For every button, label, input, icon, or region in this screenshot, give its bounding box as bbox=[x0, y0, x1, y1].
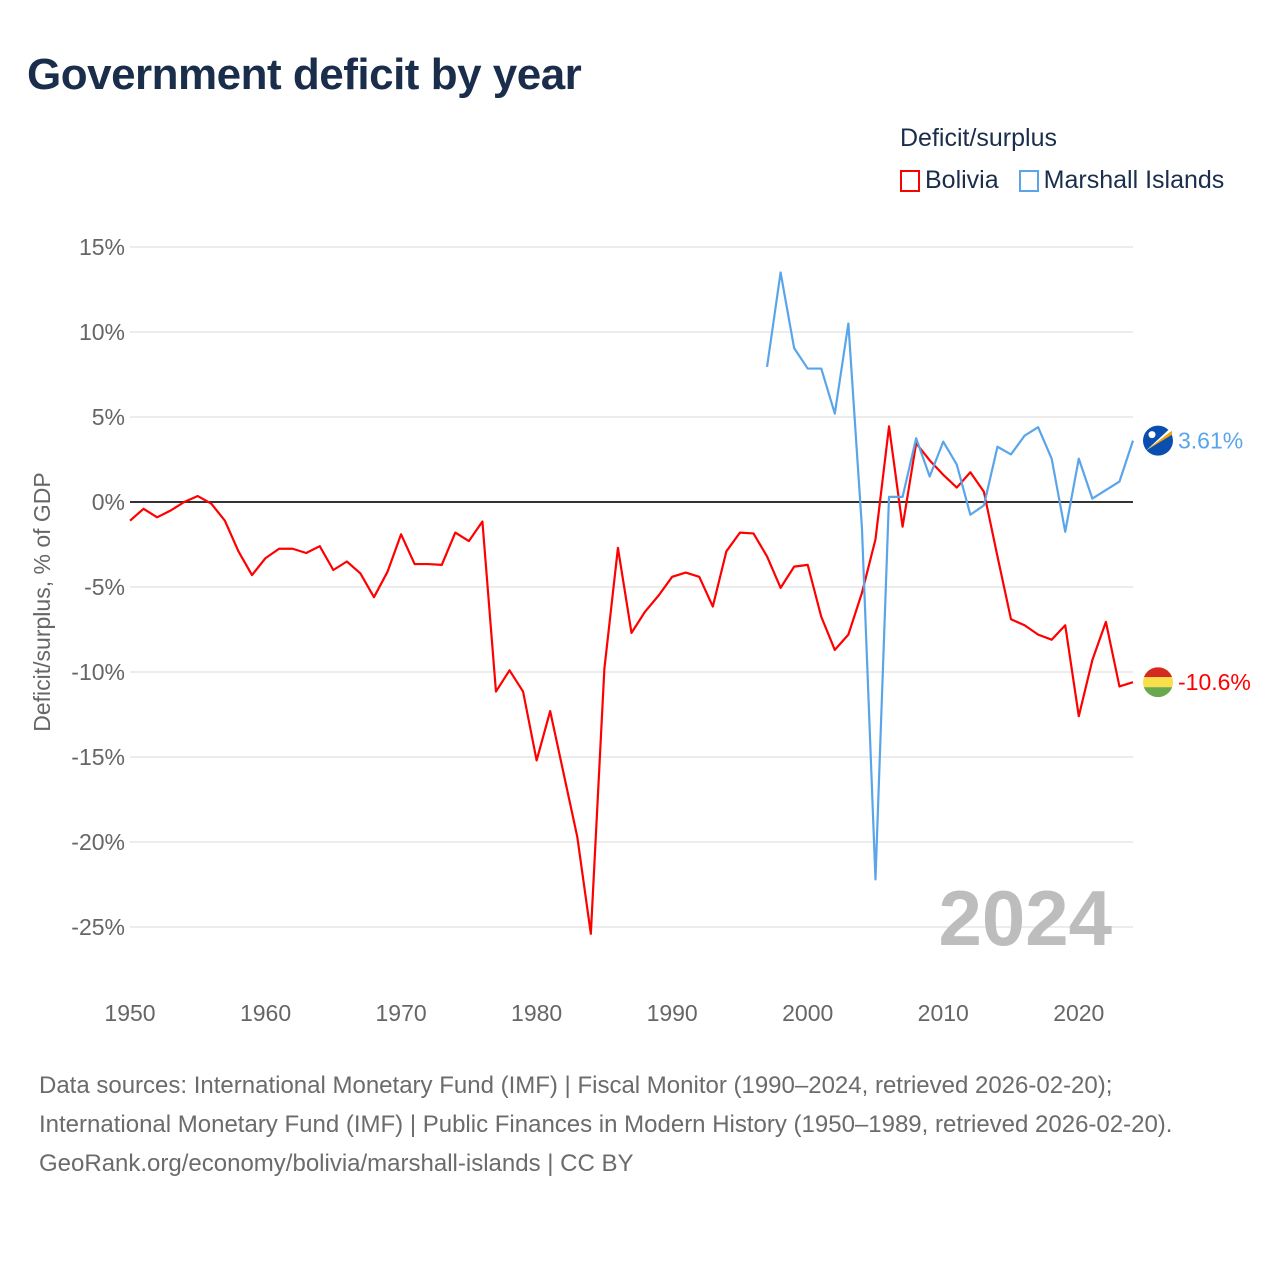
x-tick-label: 1950 bbox=[104, 1000, 155, 1026]
legend: Bolivia Marshall Islands bbox=[900, 166, 1224, 195]
legend-title: Deficit/surplus bbox=[900, 124, 1057, 152]
x-tick-label: 1990 bbox=[647, 1000, 698, 1026]
x-tick-label: 2000 bbox=[782, 1000, 833, 1026]
x-tick-label: 1970 bbox=[375, 1000, 426, 1026]
y-tick-label: 0% bbox=[92, 489, 125, 515]
year-watermark: 2024 bbox=[938, 874, 1112, 962]
y-tick-label: -10% bbox=[71, 659, 125, 685]
x-tick-label: 1980 bbox=[511, 1000, 562, 1026]
y-tick-label: -15% bbox=[71, 744, 125, 770]
legend-item-bolivia[interactable]: Bolivia bbox=[900, 166, 999, 195]
legend-swatch-bolivia bbox=[900, 169, 920, 192]
x-tick-label: 2020 bbox=[1053, 1000, 1104, 1026]
chart-title: Government deficit by year bbox=[27, 50, 582, 99]
bolivia-flag-icon bbox=[1143, 667, 1173, 698]
x-tick-label: 1960 bbox=[240, 1000, 291, 1026]
series-line-marshall-islands[interactable] bbox=[765, 271, 1135, 881]
x-tick-label: 2010 bbox=[918, 1000, 969, 1026]
y-tick-label: 15% bbox=[79, 234, 125, 260]
y-tick-label: 5% bbox=[92, 404, 125, 430]
series-line-bolivia[interactable] bbox=[129, 425, 1134, 935]
bolivia-end-label: -10.6% bbox=[1178, 669, 1251, 695]
y-tick-label: -25% bbox=[71, 914, 125, 940]
marshall-islands-end-label: 3.61% bbox=[1178, 428, 1243, 454]
legend-item-marshall-islands[interactable]: Marshall Islands bbox=[1018, 166, 1225, 195]
credit-link[interactable]: GeoRank.org/economy/bolivia/marshall-isl… bbox=[39, 1150, 634, 1177]
y-tick-label: 10% bbox=[79, 319, 125, 345]
legend-label-marshall-islands: Marshall Islands bbox=[1043, 166, 1225, 194]
legend-swatch-marshall-islands bbox=[1018, 169, 1039, 192]
y-tick-label: -20% bbox=[71, 829, 125, 855]
y-tick-label: -5% bbox=[84, 574, 125, 600]
data-sources: Data sources: International Monetary Fun… bbox=[39, 1072, 1173, 1138]
marshall-islands-flag-icon bbox=[1143, 425, 1173, 456]
y-axis-label: Deficit/surplus, % of GDP bbox=[29, 472, 55, 731]
legend-label-bolivia: Bolivia bbox=[925, 166, 999, 194]
footer: Data sources: International Monetary Fun… bbox=[39, 1066, 1239, 1183]
